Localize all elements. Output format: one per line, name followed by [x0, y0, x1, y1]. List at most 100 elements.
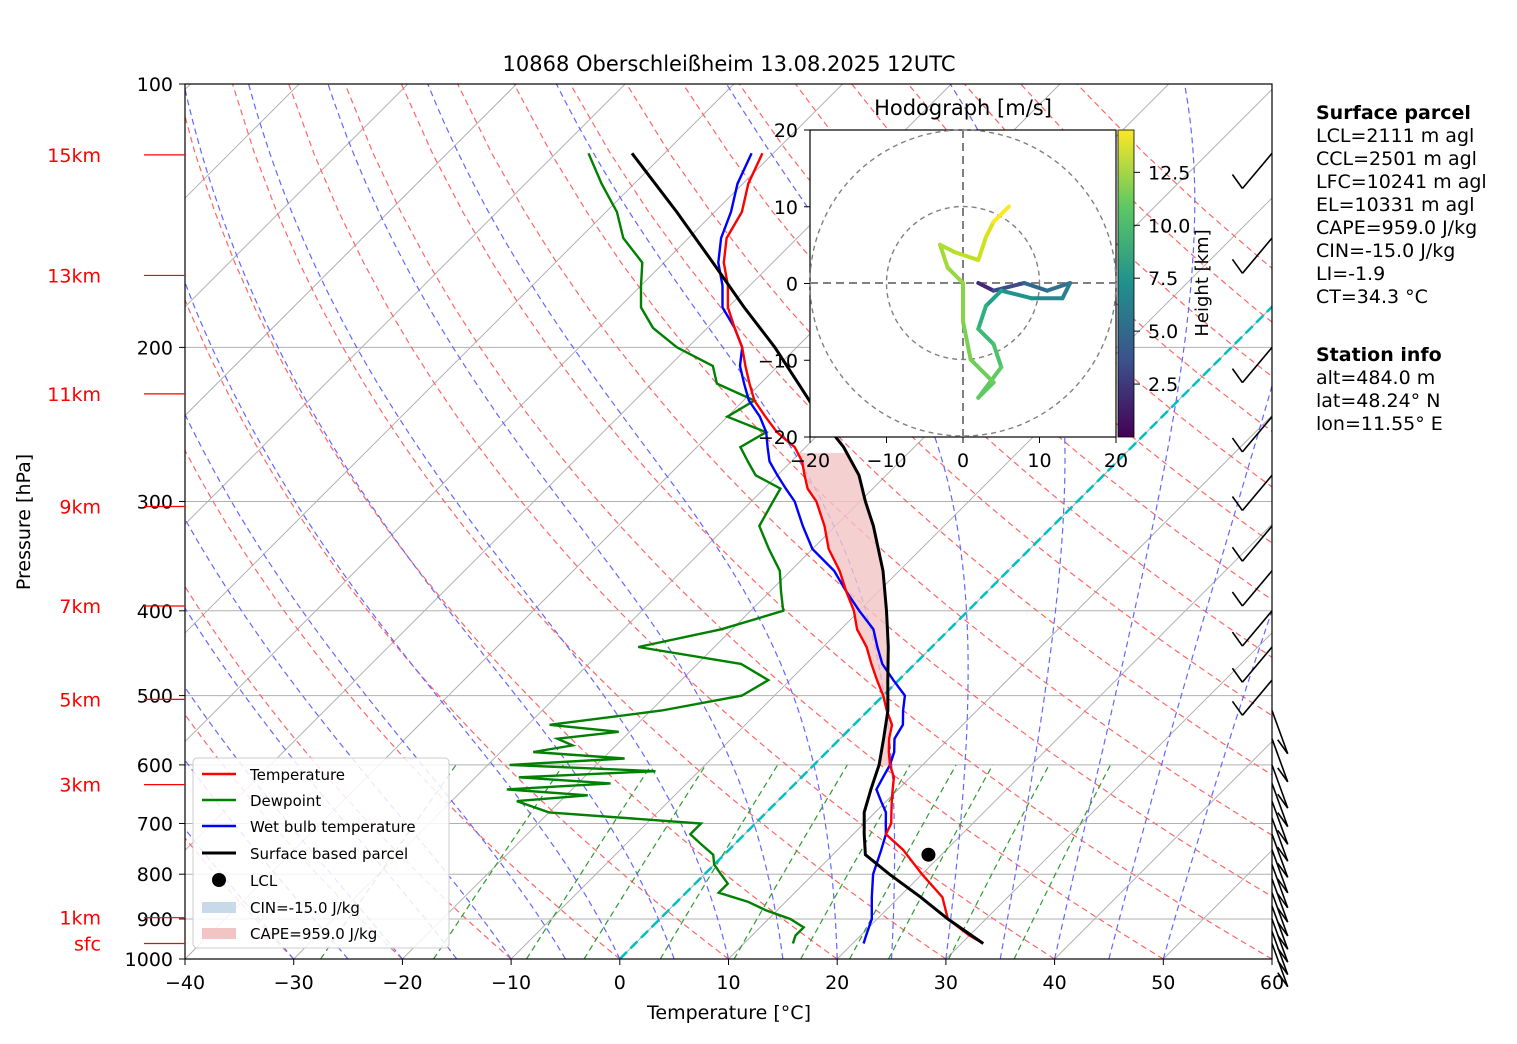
x-tick-label: 0 — [614, 972, 626, 994]
legend-wetbulb: Wet bulb temperature — [250, 818, 416, 836]
height-tick-label: 11km — [47, 384, 101, 406]
colorbar-tick-label: 10.0 — [1148, 215, 1190, 237]
dry-adiabat — [288, 84, 1055, 959]
legend-lcl: LCL — [250, 872, 278, 890]
hodograph-segment — [983, 288, 1004, 308]
mixing-ratio-line — [659, 764, 779, 959]
parcel-line: LFC=10241 m agl — [1316, 171, 1487, 193]
colorbar-tick-label: 7.5 — [1148, 268, 1178, 290]
isotherm-line — [185, 84, 735, 634]
hodograph-segment — [976, 281, 996, 293]
parcel-line: CT=34.3 °C — [1316, 286, 1428, 308]
hodograph-segment — [1060, 281, 1073, 301]
wind-barb-flag — [1277, 907, 1289, 923]
legend: Temperature Dewpoint Wet bulb temperatur… — [192, 757, 450, 949]
x-tick-label: 50 — [1151, 972, 1175, 994]
parcel-line: LI=-1.9 — [1316, 263, 1386, 285]
hodograph-segment — [945, 265, 965, 285]
y-tick-label: 400 — [137, 601, 173, 623]
zero-isotherm — [618, 305, 1272, 959]
x-tick-label: 20 — [825, 972, 849, 994]
hodo-x-tick-label: −10 — [866, 450, 906, 472]
parcel-line: LCL=2111 m agl — [1316, 125, 1475, 147]
hodo-x-tick-label: 0 — [957, 450, 969, 472]
height-tick-label: 9km — [59, 497, 101, 519]
mixing-ratio-line — [733, 764, 848, 959]
wind-barb-staff — [1271, 931, 1289, 975]
wind-barb-staff — [1271, 833, 1289, 878]
wind-barb-staff — [1271, 892, 1289, 937]
moist-adiabat — [1054, 84, 1196, 959]
colorbar-tick-label: 2.5 — [1148, 374, 1178, 396]
wind-barb-staff — [1241, 237, 1273, 274]
colorbar-label: Height [km] — [1192, 229, 1213, 336]
dry-adiabat — [185, 298, 729, 959]
wind-barbs — [1231, 152, 1289, 988]
wind-barb-staff — [1271, 918, 1289, 963]
hodo-y-tick-label: 0 — [786, 274, 798, 296]
wind-barb-staff — [1271, 710, 1289, 755]
height-tick-label: 1km — [59, 908, 101, 930]
colorbar-tick-label: 12.5 — [1148, 162, 1190, 184]
moist-adiabat — [248, 84, 730, 959]
dry-adiabat — [400, 84, 1272, 959]
x-axis-ticks: −40 −30 −20 −10 0 10 20 30 40 50 60 — [165, 959, 1284, 994]
hodograph-segment — [961, 319, 973, 362]
hodograph-segment — [938, 242, 950, 270]
y-tick-label: 1000 — [125, 949, 173, 971]
isotherm-line — [836, 523, 1272, 959]
height-tick-label: 7km — [59, 596, 101, 618]
wind-barb-flag — [1231, 174, 1244, 189]
wind-barb-flag — [1231, 258, 1244, 274]
height-tick-label: 3km — [59, 775, 101, 797]
legend-dewpoint: Dewpoint — [250, 792, 321, 810]
moist-adiabat — [185, 517, 512, 959]
wind-barb-flag — [1277, 739, 1289, 755]
parcel-line: CAPE=959.0 J/kg — [1316, 217, 1478, 239]
wind-barb-staff — [1271, 764, 1289, 809]
dry-adiabat — [185, 113, 838, 959]
y-tick-label: 700 — [137, 813, 173, 835]
colorbar-tick-label: 5.0 — [1148, 321, 1178, 343]
dry-adiabat — [513, 84, 1272, 836]
hodograph-segment — [938, 242, 958, 255]
mixing-ratio-line — [433, 764, 564, 959]
mixing-ratio-line — [525, 764, 652, 959]
hodo-y-tick-label: −10 — [758, 350, 798, 372]
hodograph-segment — [999, 288, 1034, 301]
x-tick-label: 60 — [1260, 972, 1284, 994]
mixing-ratio-line — [583, 764, 707, 959]
isotherm-line — [185, 84, 517, 417]
wind-barb-staff — [1241, 474, 1273, 512]
wind-barb-flag — [1277, 960, 1289, 976]
dry-adiabat — [185, 449, 621, 959]
station-line: lat=48.24° N — [1316, 390, 1441, 412]
hodograph-segment — [991, 342, 1004, 370]
wind-barb-staff — [1271, 800, 1289, 845]
y-axis-label: Pressure [hPa] — [13, 454, 35, 590]
hodograph-segment — [976, 235, 988, 263]
station-line: lon=11.55° E — [1316, 413, 1443, 435]
cape-cin-fills — [797, 452, 892, 765]
hodograph-segment — [976, 303, 988, 331]
sounding-profiles — [506, 152, 985, 945]
hodograph-ticks: −20 −10 0 10 20 20 10 0 −10 −20 — [758, 120, 1128, 472]
wind-barb-flag — [1231, 368, 1244, 384]
wind-barb-staff — [1271, 783, 1289, 827]
height-labels: 15km 13km 11km 9km 7km 5km 3km 1km sfc — [47, 145, 185, 955]
x-tick-label: −10 — [491, 972, 531, 994]
isotherm-line — [185, 84, 626, 525]
wind-barb-flag — [1231, 437, 1244, 453]
wind-barb-staff — [1271, 943, 1289, 987]
hodograph-title: Hodograph [m/s] — [874, 96, 1052, 120]
mixing-ratio-line — [948, 764, 1050, 959]
hodograph-segment — [968, 357, 996, 385]
wind-barb-staff — [1241, 679, 1273, 716]
moist-adiabat — [185, 86, 675, 959]
dewpoint-line — [506, 152, 806, 944]
x-tick-label: −20 — [382, 972, 422, 994]
wind-barb-staff — [1271, 817, 1289, 862]
legend-cin: CIN=-15.0 J/kg — [250, 899, 360, 917]
wind-barb-staff — [1241, 570, 1273, 607]
